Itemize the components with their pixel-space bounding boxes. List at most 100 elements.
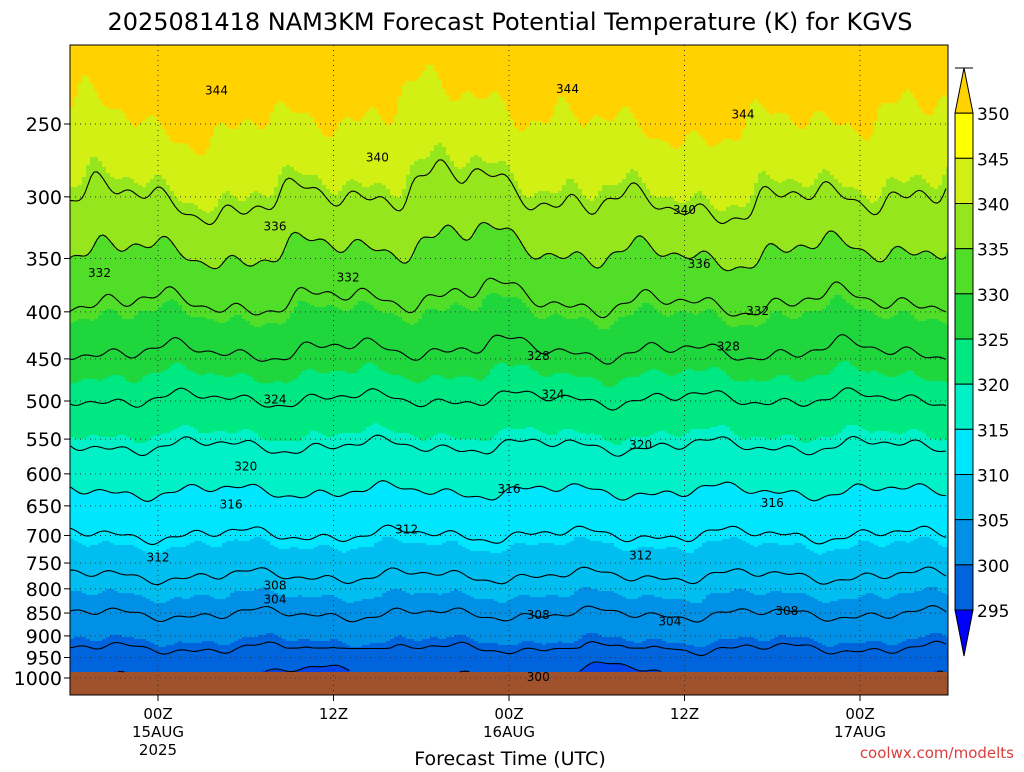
field-cell [150,179,155,248]
field-cell [494,499,499,554]
field-cell [86,319,91,380]
field-cell [274,497,279,548]
field-cell [362,599,367,646]
field-cell [338,641,343,668]
field-cell [646,495,651,548]
field-cell [126,437,131,494]
field-cell [378,597,383,644]
field-cell [206,641,211,673]
field-cell [614,593,619,638]
field-cell [298,595,303,640]
field-cell [922,113,927,180]
field-cell [210,211,215,270]
field-cell [782,113,787,182]
field-cell [594,267,599,326]
field-cell [706,145,711,200]
field-cell [98,641,103,673]
field-cell [810,597,815,640]
field-cell [930,491,935,540]
field-cell [934,45,939,108]
field-cell [674,253,679,314]
field-cell [486,223,491,296]
field-cell [310,175,315,242]
field-cell [590,433,595,490]
field-cell [142,501,147,552]
field-cell [86,493,91,548]
field-cell [710,45,715,148]
field-cell [366,547,371,600]
field-cell [802,497,807,546]
field-cell [774,377,779,440]
field-cell [122,45,127,114]
field-cell [234,641,239,673]
field-cell [734,267,739,328]
field-cell [778,635,783,673]
field-cell [178,201,183,254]
field-cell [510,645,515,673]
field-cell [706,369,711,430]
field-cell [162,237,167,304]
field-cell [462,439,467,498]
field-cell [606,257,611,330]
field-cell [610,253,615,326]
field-cell [310,597,315,642]
field-cell [262,635,267,672]
field-cell [74,321,79,384]
field-cell [318,545,323,598]
field-cell [730,45,735,140]
field-cell [742,129,747,208]
field-cell [446,489,451,542]
field-cell [918,107,923,176]
field-cell [306,303,311,370]
field-cell [610,121,615,186]
field-cell [158,495,163,554]
field-cell [226,597,231,646]
field-cell [218,123,223,200]
field-cell [198,209,203,262]
field-cell [806,637,811,673]
field-cell [558,431,563,492]
field-cell [494,293,499,366]
field-cell [414,543,419,594]
field-cell [94,91,99,158]
field-cell [634,119,639,172]
field-cell [402,637,407,673]
field-cell [802,545,807,594]
field-cell [418,543,423,594]
field-cell [766,641,771,673]
field-cell [254,589,259,638]
field-cell [338,309,343,372]
field-cell [478,497,483,552]
field-cell [154,373,159,436]
field-cell [486,45,491,98]
field-cell [534,193,539,260]
field-cell [662,491,667,550]
field-cell [618,445,623,500]
field-cell [234,315,239,376]
field-cell [682,435,687,498]
field-cell [830,231,835,300]
field-cell [930,45,935,116]
field-cell [810,441,815,502]
field-cell [806,499,811,550]
field-cell [630,377,635,438]
field-cell [386,591,391,642]
colorbar-label: 310 [977,467,1009,487]
field-cell [302,175,307,238]
field-cell [214,643,219,673]
field-cell [790,319,795,380]
field-cell [594,45,599,116]
field-cell [254,381,259,434]
field-cell [142,377,147,444]
field-cell [806,549,811,596]
field-cell [670,493,675,548]
field-cell [558,491,563,546]
y-tick-label: 650 [26,496,62,518]
field-cell [814,501,819,554]
field-cell [782,545,787,594]
field-cell [254,125,259,192]
field-cell [882,375,887,432]
field-cell [446,309,451,380]
field-cell [882,547,887,600]
field-cell [442,311,447,378]
